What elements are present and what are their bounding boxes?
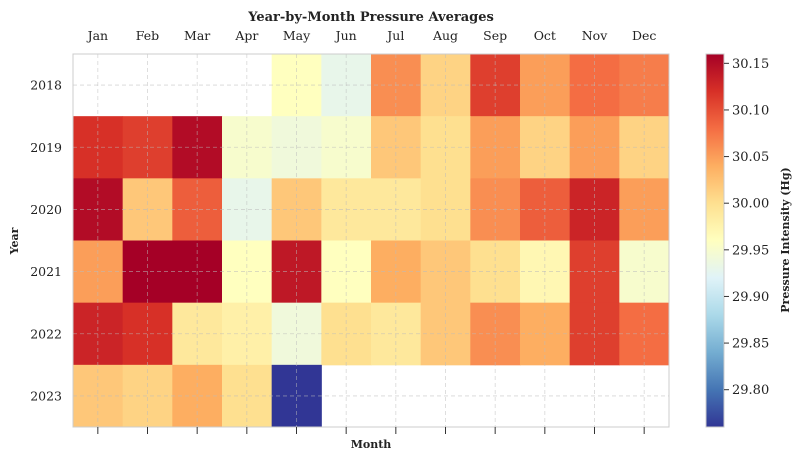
grid-lines (73, 54, 669, 427)
colorbar-tick-label: 29.80 (732, 383, 769, 398)
y-tick-label: 2020 (30, 202, 62, 217)
x-tick-labels: Jan Feb Mar Apr May Jun Jul Aug Sep Oct Nov Dec (86, 28, 656, 434)
chart-title: Year-by-Month Pressure Averages (247, 10, 494, 25)
colorbar-tick-label: 29.85 (732, 337, 769, 352)
x-axis-label: Month (351, 438, 392, 451)
y-tick-label: 2023 (30, 388, 62, 403)
x-tick-label: Jun (334, 28, 357, 43)
x-tick-label: May (283, 28, 311, 43)
x-tick-label: Mar (184, 28, 210, 43)
y-tick-label: 2018 (30, 78, 62, 93)
colorbar-tick-label: 29.95 (732, 243, 769, 258)
y-axis-label: Year (8, 227, 21, 255)
x-tick-label: Apr (234, 28, 258, 43)
colorbar-tick-label: 30.00 (732, 197, 769, 212)
colorbar-tick-label: 29.90 (732, 290, 769, 305)
colorbar-tick-label: 30.05 (732, 150, 769, 165)
colorbar-label: Pressure Intensity (Hg) (779, 167, 792, 312)
x-tick-label: Aug (432, 28, 458, 43)
x-tick-label: Oct (534, 28, 556, 43)
colorbar-ticks: 29.80 29.85 29.90 29.95 30.00 30.05 30.10 30.15 (724, 57, 769, 398)
x-tick-label: Feb (136, 28, 159, 43)
colorbar-tick-label: 30.10 (732, 103, 769, 118)
x-tick-label: Sep (483, 28, 507, 43)
plot-frame (72, 53, 670, 428)
x-tick-label: Nov (582, 28, 608, 43)
colorbar (705, 53, 725, 428)
x-tick-label: Jul (385, 28, 404, 43)
y-tick-labels: 2018 2019 2020 2021 2022 2023 (30, 78, 62, 404)
y-tick-label: 2022 (30, 326, 62, 341)
y-tick-label: 2021 (30, 264, 62, 279)
heatmap-cells (73, 54, 670, 428)
x-tick-label: Dec (632, 28, 656, 43)
y-tick-label: 2019 (30, 140, 62, 155)
x-tick-label: Jan (86, 28, 109, 43)
colorbar-tick-label: 30.15 (732, 57, 769, 72)
